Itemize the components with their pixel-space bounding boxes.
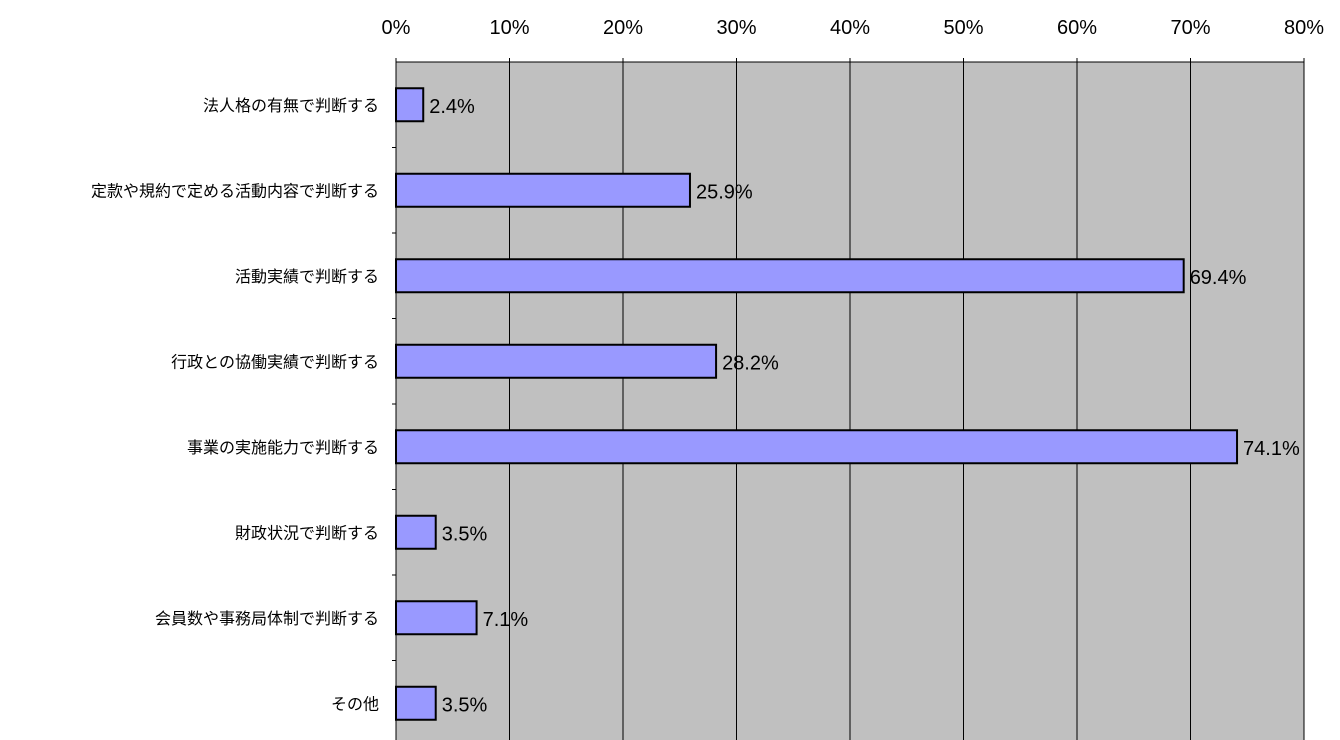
x-axis: 0% 10% 20% 30% 40% 50% 60% 70% 80%	[382, 17, 1324, 63]
category-label: 法人格の有無で判断する	[203, 96, 379, 115]
data-label: 7.1%	[483, 609, 529, 631]
data-label: 25.9%	[696, 181, 753, 203]
x-tick-label: 30%	[716, 17, 756, 39]
data-label: 2.4%	[429, 96, 475, 118]
data-label: 28.2%	[722, 352, 779, 374]
x-tick-label: 60%	[1057, 17, 1097, 39]
category-label: 事業の実施能力で判断する	[187, 438, 379, 457]
data-label: 3.5%	[442, 694, 488, 716]
y-axis: 法人格の有無で判断する定款や規約で定める活動内容で判断する活動実績で判断する行政…	[91, 62, 397, 740]
plot-area	[395, 62, 1305, 740]
bar	[395, 343, 718, 379]
bar	[395, 87, 425, 123]
x-tick-label: 80%	[1284, 17, 1324, 39]
bars	[395, 87, 1239, 721]
x-tick-label: 20%	[603, 17, 643, 39]
category-label: 定款や規約で定める活動内容で判断する	[91, 181, 379, 200]
x-tick-label: 10%	[489, 17, 529, 39]
x-tick-label: 40%	[830, 17, 870, 39]
category-label: 活動実績で判断する	[235, 267, 379, 286]
data-label: 74.1%	[1243, 438, 1300, 460]
category-label: 会員数や事務局体制で判断する	[155, 609, 379, 628]
bar	[395, 258, 1185, 294]
category-label: その他	[331, 694, 379, 713]
category-label: 行政との協働実績で判断する	[171, 352, 379, 371]
x-tick-label: 0%	[382, 17, 411, 39]
data-label: 69.4%	[1190, 267, 1247, 289]
bar	[395, 685, 437, 721]
x-tick-label: 70%	[1170, 17, 1210, 39]
bar	[395, 172, 691, 208]
category-label: 財政状況で判断する	[235, 523, 379, 542]
bar	[395, 429, 1239, 465]
bar	[395, 514, 437, 550]
x-tick-label: 50%	[943, 17, 983, 39]
bar	[395, 600, 478, 636]
data-label: 3.5%	[442, 523, 488, 545]
data-labels: 2.4% 25.9% 69.4% 28.2% 74.1% 3.5% 7.1% 3.5%	[429, 96, 1300, 717]
